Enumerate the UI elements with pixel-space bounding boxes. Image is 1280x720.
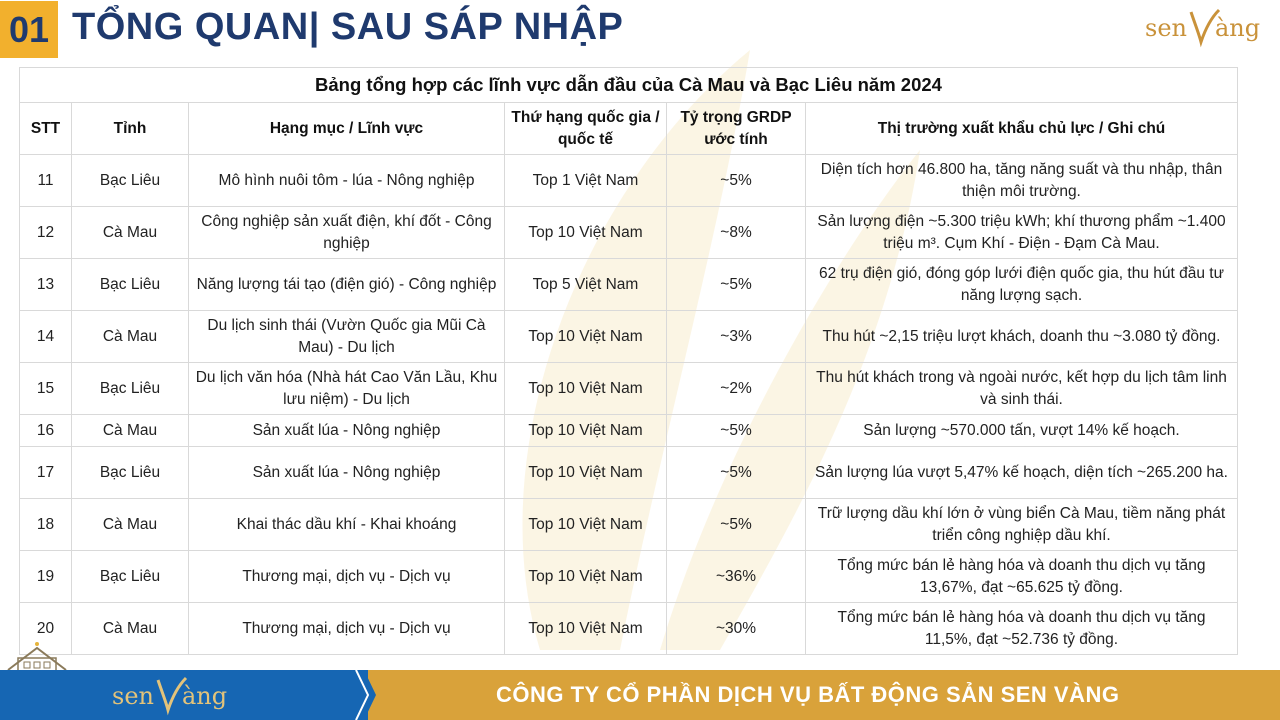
cell-province: Cà Mau <box>71 206 189 259</box>
cell-notes: Sản lượng lúa vượt 5,47% kế hoạch, diện … <box>805 446 1238 499</box>
column-header-stt: STT <box>19 102 72 155</box>
cell-category: Khai thác dầu khí - Khai khoáng <box>188 498 505 551</box>
sen-vang-logo-icon: sen àng <box>1145 8 1260 48</box>
cell-notes: Sản lượng điện ~5.300 triệu kWh; khí thư… <box>805 206 1238 259</box>
company-name: CÔNG TY CỔ PHẦN DỊCH VỤ BẤT ĐỘNG SẢN SEN… <box>496 682 1120 707</box>
cell-stt: 11 <box>19 154 72 207</box>
table-row: 20 Cà Mau Thương mại, dịch vụ - Dịch vụ … <box>19 602 1238 655</box>
summary-table: Bảng tổng hợp các lĩnh vực dẫn đầu của C… <box>19 67 1238 655</box>
cell-province: Bạc Liêu <box>71 258 189 311</box>
cell-stt: 19 <box>19 550 72 603</box>
cell-province: Bạc Liêu <box>71 362 189 415</box>
cell-grdp-share: ~5% <box>666 154 806 207</box>
cell-notes: Sản lượng ~570.000 tấn, vượt 14% kế hoạc… <box>805 414 1238 447</box>
cell-ranking: Top 10 Việt Nam <box>504 602 667 655</box>
cell-grdp-share: ~3% <box>666 310 806 363</box>
cell-ranking: Top 10 Việt Nam <box>504 310 667 363</box>
table-caption: Bảng tổng hợp các lĩnh vực dẫn đầu của C… <box>19 67 1238 103</box>
table-row: 19 Bạc Liêu Thương mại, dịch vụ - Dịch v… <box>19 550 1238 603</box>
table-row: 12 Cà Mau Công nghiệp sản xuất điện, khí… <box>19 206 1238 259</box>
cell-stt: 18 <box>19 498 72 551</box>
svg-text:àng: àng <box>1215 14 1260 42</box>
cell-grdp-share: ~8% <box>666 206 806 259</box>
cell-province: Cà Mau <box>71 602 189 655</box>
cell-stt: 20 <box>19 602 72 655</box>
page-title: TỔNG QUAN| SAU SÁP NHẬP <box>72 6 624 48</box>
cell-grdp-share: ~30% <box>666 602 806 655</box>
cell-category: Sản xuất lúa - Nông nghiệp <box>188 446 505 499</box>
cell-category: Mô hình nuôi tôm - lúa - Nông nghiệp <box>188 154 505 207</box>
sen-vang-footer-logo-icon: sen àng <box>112 676 227 716</box>
column-header-ranking: Thứ hạng quốc gia / quốc tế <box>504 102 667 155</box>
table-row: 16 Cà Mau Sản xuất lúa - Nông nghiệp Top… <box>19 414 1238 447</box>
cell-ranking: Top 10 Việt Nam <box>504 206 667 259</box>
cell-ranking: Top 10 Việt Nam <box>504 362 667 415</box>
table-row: 15 Bạc Liêu Du lịch văn hóa (Nhà hát Cao… <box>19 362 1238 415</box>
cell-province: Bạc Liêu <box>71 446 189 499</box>
cell-grdp-share: ~36% <box>666 550 806 603</box>
cell-category: Thương mại, dịch vụ - Dịch vụ <box>188 602 505 655</box>
cell-ranking: Top 10 Việt Nam <box>504 498 667 551</box>
summary-table-container: Bảng tổng hợp các lĩnh vực dẫn đầu của C… <box>19 67 1238 655</box>
cell-notes: Thu hút ~2,15 triệu lượt khách, doanh th… <box>805 310 1238 363</box>
cell-stt: 13 <box>19 258 72 311</box>
column-header-category: Hạng mục / Lĩnh vực <box>188 102 505 155</box>
cell-notes: Diện tích hơn 46.800 ha, tăng năng suất … <box>805 154 1238 207</box>
cell-ranking: Top 10 Việt Nam <box>504 446 667 499</box>
cell-grdp-share: ~5% <box>666 414 806 447</box>
table-header-row: STT Tỉnh Hạng mục / Lĩnh vực Thứ hạng qu… <box>19 102 1238 155</box>
cell-category: Thương mại, dịch vụ - Dịch vụ <box>188 550 505 603</box>
cell-ranking: Top 1 Việt Nam <box>504 154 667 207</box>
cell-grdp-share: ~5% <box>666 446 806 499</box>
table-row: 14 Cà Mau Du lịch sinh thái (Vườn Quốc g… <box>19 310 1238 363</box>
cell-notes: Tổng mức bán lẻ hàng hóa và doanh thu dị… <box>805 550 1238 603</box>
svg-text:sen: sen <box>1145 14 1187 42</box>
cell-province: Cà Mau <box>71 414 189 447</box>
cell-category: Năng lượng tái tạo (điện gió) - Công ngh… <box>188 258 505 311</box>
slide-header: 01 TỔNG QUAN| SAU SÁP NHẬP sen àng <box>0 0 1280 62</box>
column-header-province: Tỉnh <box>71 102 189 155</box>
table-row: 18 Cà Mau Khai thác dầu khí - Khai khoán… <box>19 498 1238 551</box>
cell-notes: Trữ lượng dầu khí lớn ở vùng biển Cà Mau… <box>805 498 1238 551</box>
table-row: 11 Bạc Liêu Mô hình nuôi tôm - lúa - Nôn… <box>19 154 1238 207</box>
cell-province: Cà Mau <box>71 498 189 551</box>
cell-ranking: Top 5 Việt Nam <box>504 258 667 311</box>
cell-notes: Thu hút khách trong và ngoài nước, kết h… <box>805 362 1238 415</box>
cell-category: Du lịch văn hóa (Nhà hát Cao Văn Lầu, Kh… <box>188 362 505 415</box>
cell-province: Bạc Liêu <box>71 154 189 207</box>
cell-ranking: Top 10 Việt Nam <box>504 414 667 447</box>
column-header-grdp-share: Tỷ trọng GRDP ước tính <box>666 102 806 155</box>
table-row: 13 Bạc Liêu Năng lượng tái tạo (điện gió… <box>19 258 1238 311</box>
footer-banner: sen àng CÔNG TY CỔ PHẦN DỊCH VỤ BẤT ĐỘNG… <box>0 670 1280 720</box>
cell-notes: Tổng mức bán lẻ hàng hóa và doanh thu dị… <box>805 602 1238 655</box>
cell-grdp-share: ~5% <box>666 258 806 311</box>
cell-ranking: Top 10 Việt Nam <box>504 550 667 603</box>
footer-gold-band <box>348 670 1280 720</box>
cell-category: Công nghiệp sản xuất điện, khí đốt - Côn… <box>188 206 505 259</box>
column-header-notes: Thị trường xuất khẩu chủ lực / Ghi chú <box>805 102 1238 155</box>
svg-text:àng: àng <box>182 682 227 710</box>
cell-stt: 12 <box>19 206 72 259</box>
cell-grdp-share: ~5% <box>666 498 806 551</box>
cell-province: Bạc Liêu <box>71 550 189 603</box>
cell-province: Cà Mau <box>71 310 189 363</box>
section-number-badge: 01 <box>0 1 58 58</box>
cell-stt: 17 <box>19 446 72 499</box>
table-row: 17 Bạc Liêu Sản xuất lúa - Nông nghiệp T… <box>19 446 1238 499</box>
cell-grdp-share: ~2% <box>666 362 806 415</box>
cell-notes: 62 trụ điện gió, đóng góp lưới điện quốc… <box>805 258 1238 311</box>
cell-stt: 15 <box>19 362 72 415</box>
cell-category: Du lịch sinh thái (Vườn Quốc gia Mũi Cà … <box>188 310 505 363</box>
cell-stt: 14 <box>19 310 72 363</box>
svg-text:sen: sen <box>112 682 154 710</box>
footer-divider-icon <box>346 670 376 720</box>
cell-category: Sản xuất lúa - Nông nghiệp <box>188 414 505 447</box>
cell-stt: 16 <box>19 414 72 447</box>
